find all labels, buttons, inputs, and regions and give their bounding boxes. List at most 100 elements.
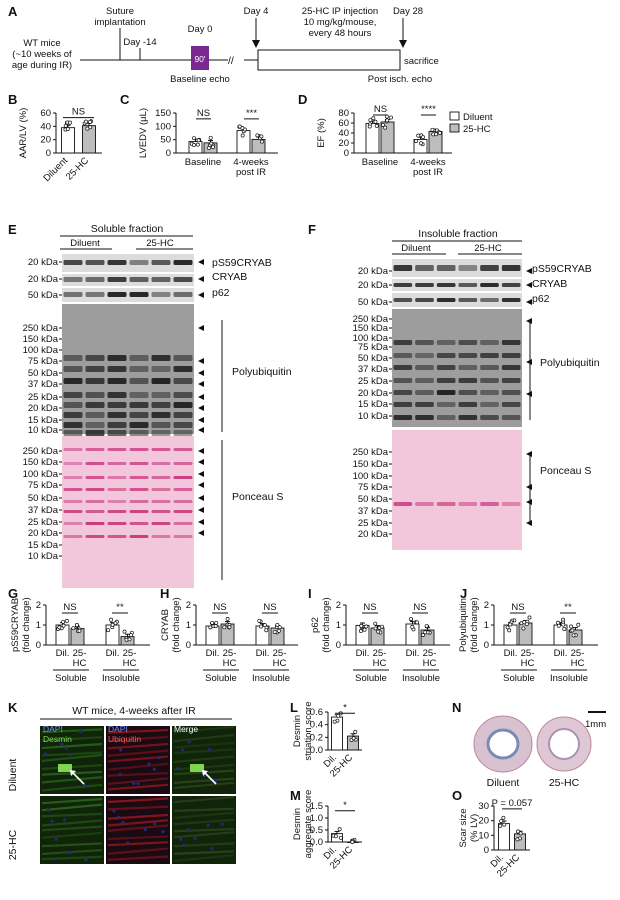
chart-h-series-label-dil: Dil.	[256, 648, 270, 659]
f-blots-band	[480, 378, 499, 383]
f-blots-band	[436, 283, 456, 287]
legend-swatch-25hc	[449, 123, 460, 133]
e-blots-band	[63, 430, 83, 436]
f-blots-band	[393, 298, 413, 302]
f-blots-band	[436, 340, 456, 345]
e-markers-kda: 150 kDa	[23, 457, 59, 468]
f-markers-kda: 150 kDa	[353, 323, 389, 334]
chart-d-ytick-label: 0	[344, 148, 349, 159]
chart-l-ytick-label: 0.4	[310, 720, 323, 731]
f-blots-band	[480, 340, 499, 345]
e-markers-kda: 20 kDa	[28, 257, 59, 268]
micro-nucleus	[119, 748, 123, 752]
chart-j-point	[569, 624, 574, 629]
f-group-diluent: Diluent	[401, 243, 431, 254]
micro-arrow	[71, 771, 85, 785]
e-markers-kda: 15 kDa	[28, 415, 59, 426]
chart-h-point	[210, 620, 215, 625]
e-blots-band	[85, 292, 105, 297]
chart-i-ytick-label: 1	[336, 620, 341, 631]
chart-o-ytick-label: 30	[478, 801, 489, 812]
f-blots-strip	[392, 259, 522, 277]
e-blots-band	[85, 355, 105, 361]
e-blots-band	[151, 522, 171, 525]
f-blots-band	[480, 365, 499, 370]
chart-g-point	[77, 628, 82, 633]
f-blots-band	[415, 402, 434, 407]
chart-h-sig-label: NS	[263, 602, 276, 613]
panel-label-l: L	[290, 700, 298, 715]
chart-m-ytick-label: 0.0	[310, 837, 323, 848]
chart-d-point	[389, 115, 393, 120]
micro-fiber	[173, 818, 235, 826]
e-blots-band	[63, 277, 83, 282]
e-blots-band	[151, 448, 171, 451]
e-blots-arrowhead	[198, 292, 204, 298]
chart-d-point	[416, 133, 421, 138]
chart-m-ylabel: Desmin	[292, 808, 303, 840]
e-blots-band	[107, 366, 127, 372]
chart-j-point	[508, 622, 513, 627]
chart-l-point	[353, 729, 358, 734]
panel-label-c: C	[120, 92, 130, 107]
f-blots-band	[501, 353, 521, 358]
chart-j-category-label: Insoluble	[550, 673, 588, 684]
chart-g-point	[109, 617, 114, 622]
timeline-day28: Day 28	[393, 6, 423, 17]
chart-h-series-label-dil: Dil.	[206, 648, 220, 659]
chart-i-point	[421, 633, 425, 637]
f-blots-band	[501, 340, 521, 345]
e-blots-arrowhead	[198, 459, 204, 465]
chart-j-ytick-label: 0	[484, 640, 489, 651]
f-target-CRYAB: CRYAB	[532, 278, 567, 290]
chart-c-point	[255, 133, 260, 138]
chart-h-series-label-25hc-a: 25-	[273, 648, 287, 659]
micro-arrowhead	[202, 770, 208, 776]
chart-i-series-label-25hc-b: HC	[373, 658, 387, 669]
panel-label-j: J	[460, 586, 467, 601]
f-blots-strip	[392, 293, 522, 307]
chart-l-ylabel: striation score	[303, 701, 314, 760]
f-blots-arrowhead	[526, 318, 532, 324]
micro-nucleus	[69, 753, 73, 757]
chart-d-point	[437, 131, 442, 135]
micro-nucleus	[64, 746, 68, 750]
e-blots-band	[107, 422, 127, 428]
chart-b-point	[68, 120, 72, 125]
chart-c-point	[240, 133, 245, 138]
e-blots-band	[151, 500, 171, 503]
chart-i-ytick-label: 2	[336, 600, 341, 611]
e-markers-kda: 100 kDa	[23, 469, 59, 480]
f-blots-band	[480, 415, 499, 420]
chart-i-point	[423, 630, 428, 635]
chart-c-point	[237, 124, 242, 129]
micro-fiber	[107, 777, 169, 786]
chart-d-point	[434, 132, 439, 137]
arrow-head-day28	[399, 40, 407, 48]
f-target-p62: p62	[532, 293, 550, 305]
chart-c-ytick-label: 0	[166, 148, 171, 159]
micro-nucleus	[176, 766, 180, 770]
micro-nucleus	[132, 781, 136, 785]
chart-g-point	[57, 625, 62, 630]
micro-nucleus	[121, 821, 125, 825]
f-markers-kda: 75 kDa	[358, 342, 389, 353]
chart-g-series-label-25hc-b: HC	[123, 658, 137, 669]
chart-h-series-label-25hc-b: HC	[223, 658, 237, 669]
f-blots-band	[436, 415, 456, 420]
e-blots-band	[63, 378, 83, 384]
legend-cd: Diluent 25-HC	[449, 111, 493, 135]
f-markers-kda: 37 kDa	[358, 506, 389, 517]
micro-fiber	[41, 753, 103, 762]
e-blots-arrowhead	[198, 448, 204, 454]
f-blots-smear	[392, 430, 522, 550]
chart-o-sig-label: P = 0.057	[492, 798, 533, 809]
f-markers-kda: 20 kDa	[358, 266, 389, 277]
chart-d-xlabel: post IR	[413, 167, 443, 178]
chart-i-sig-label: NS	[413, 602, 426, 613]
e-blots-band	[85, 402, 105, 408]
